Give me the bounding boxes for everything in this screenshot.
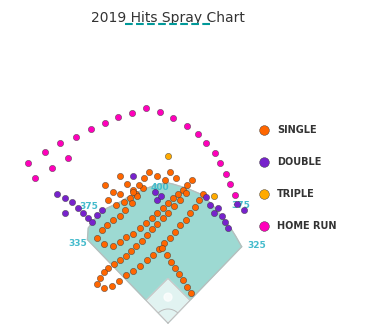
Text: 2019 Hits Spray Chart: 2019 Hits Spray Chart — [91, 11, 245, 25]
Text: 375: 375 — [79, 201, 98, 210]
Polygon shape — [87, 183, 242, 323]
Text: 375: 375 — [231, 201, 250, 210]
Text: 400: 400 — [151, 183, 169, 192]
Text: HOME RUN: HOME RUN — [277, 221, 337, 231]
Circle shape — [164, 293, 172, 301]
Text: 325: 325 — [248, 241, 266, 250]
Polygon shape — [146, 278, 190, 323]
Text: TRIPLE: TRIPLE — [277, 189, 315, 199]
Text: 335: 335 — [68, 239, 87, 248]
Text: SINGLE: SINGLE — [277, 125, 317, 135]
Text: DOUBLE: DOUBLE — [277, 157, 321, 167]
